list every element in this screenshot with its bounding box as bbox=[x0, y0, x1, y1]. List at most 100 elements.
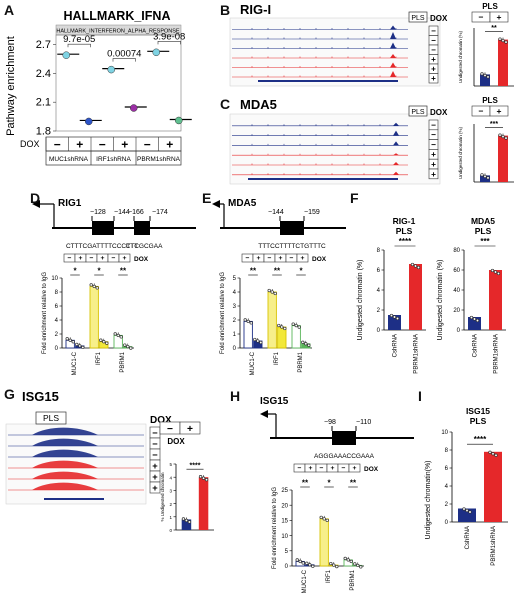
data-point bbox=[496, 271, 501, 276]
data-point bbox=[102, 340, 106, 344]
x-tick-label: PBRM1shRNA bbox=[491, 526, 497, 566]
data-point bbox=[267, 288, 271, 293]
y-tick-label: 6 bbox=[445, 466, 449, 472]
track-peak bbox=[393, 141, 399, 146]
sign-label: + bbox=[152, 483, 158, 493]
panel-e-figure: MDA5 −144 −159 TTTCCTTTTCTGTTTC − + − + − + DO… bbox=[212, 198, 346, 375]
y-tick-label: 25 bbox=[281, 488, 288, 494]
group-label: PBRM1shRNA bbox=[137, 156, 181, 163]
sign-label: − bbox=[90, 255, 94, 262]
sign-label: + bbox=[431, 55, 436, 64]
data-point bbox=[175, 116, 183, 125]
track-peak bbox=[393, 130, 399, 136]
data-point bbox=[301, 340, 305, 344]
y-tick-label: 2 bbox=[233, 318, 237, 324]
data-point bbox=[78, 344, 82, 348]
panel-label: F bbox=[350, 190, 359, 206]
sign-label: − bbox=[144, 138, 151, 152]
data-point bbox=[486, 75, 490, 79]
y-tick-label: 20 bbox=[281, 503, 288, 509]
data-point bbox=[335, 564, 339, 569]
sign-label: − bbox=[479, 106, 484, 116]
bar bbox=[243, 320, 253, 349]
sign-label: + bbox=[101, 255, 105, 262]
y-axis-label: Pathway enrichment bbox=[5, 36, 17, 136]
data-point bbox=[486, 176, 490, 180]
sign-label: + bbox=[152, 472, 158, 482]
sign-label: − bbox=[246, 255, 250, 262]
sign-label: + bbox=[166, 138, 173, 152]
y-tick-label: 5 bbox=[285, 549, 289, 555]
y-tick-label: 0 bbox=[445, 520, 449, 526]
sign-label: − bbox=[431, 139, 436, 149]
track-peak bbox=[32, 449, 98, 457]
sign-label: + bbox=[309, 465, 313, 472]
data-point bbox=[119, 335, 123, 339]
data-point bbox=[295, 558, 299, 562]
track-title: MDA5 bbox=[240, 97, 277, 112]
significance-label: * bbox=[73, 267, 77, 276]
data-point bbox=[465, 508, 469, 513]
data-point bbox=[201, 476, 206, 480]
sign-label: + bbox=[497, 106, 502, 116]
data-point bbox=[392, 315, 397, 319]
group-label: IRF1shRNA bbox=[96, 156, 131, 163]
sign-cell bbox=[179, 421, 201, 435]
y-tick-label: 0 bbox=[377, 328, 381, 334]
significance-label: *** bbox=[480, 237, 490, 246]
bar bbox=[484, 451, 502, 522]
data-point bbox=[277, 323, 281, 328]
y-tick-label: 2 bbox=[445, 502, 449, 508]
data-point bbox=[498, 133, 502, 137]
data-point bbox=[311, 564, 315, 568]
bar bbox=[480, 74, 490, 86]
significance-label: ** bbox=[350, 479, 357, 488]
position-label: −159 bbox=[304, 209, 320, 216]
sign-label: + bbox=[121, 138, 128, 152]
dox-label: DOX bbox=[364, 466, 379, 473]
panel-c-figure: MDA5 PLS DOX −−−+++ PLS− +***Undigested c… bbox=[229, 96, 514, 185]
sign-cell bbox=[296, 253, 309, 263]
data-point bbox=[116, 333, 120, 338]
data-point bbox=[107, 65, 115, 74]
bar bbox=[277, 326, 287, 349]
y-tick-label: 4 bbox=[55, 318, 59, 324]
y-axis-label: Fold enrichment relative to IgG bbox=[272, 487, 278, 569]
x-tick-label: CshRNA bbox=[465, 526, 471, 549]
significance-label: * bbox=[299, 267, 303, 276]
data-point bbox=[113, 332, 117, 336]
sign-cell bbox=[428, 168, 439, 180]
position-label: −110 bbox=[356, 419, 371, 426]
y-tick-label: 40 bbox=[453, 288, 460, 294]
sign-label: − bbox=[342, 465, 346, 472]
sign-label: + bbox=[76, 138, 83, 152]
data-point bbox=[483, 174, 487, 179]
data-point bbox=[62, 51, 70, 59]
track-peak bbox=[390, 62, 396, 68]
x-tick-label: IRF1 bbox=[96, 351, 102, 365]
bar bbox=[489, 270, 502, 330]
sequence: CTTTCGATTTTCCCTTT bbox=[66, 243, 138, 250]
sign-label: − bbox=[298, 465, 302, 472]
y-tick-label: 8 bbox=[377, 248, 381, 254]
data-point bbox=[105, 341, 109, 345]
y-tick-label: 10 bbox=[441, 430, 448, 436]
panel-b: B RIG-I PLS DOX − − − + + + PLS − + ** Undigested… bbox=[218, 0, 520, 92]
sign-label: − bbox=[431, 120, 436, 130]
track-peak bbox=[390, 71, 396, 77]
panel-d-figure: RIG1 −128 −144 −166 −174 CTTTCGATTTTCCCT… bbox=[32, 198, 196, 375]
data-point bbox=[273, 291, 277, 296]
track-peak bbox=[32, 471, 98, 479]
pls-label: PLS bbox=[411, 15, 425, 22]
panel-label: C bbox=[220, 96, 231, 112]
y-tick-label: 60 bbox=[453, 268, 460, 274]
data-point bbox=[305, 561, 309, 565]
sign-label: − bbox=[290, 255, 294, 262]
x-tick-label: CshRNA bbox=[393, 334, 399, 357]
track-peak bbox=[390, 42, 396, 49]
y-tick-label: 80 bbox=[453, 248, 460, 254]
chart-title: MDA5 bbox=[471, 216, 495, 226]
y-tick-label: 1 bbox=[169, 515, 172, 520]
data-point bbox=[504, 136, 508, 140]
position-label: −166 bbox=[128, 209, 144, 216]
